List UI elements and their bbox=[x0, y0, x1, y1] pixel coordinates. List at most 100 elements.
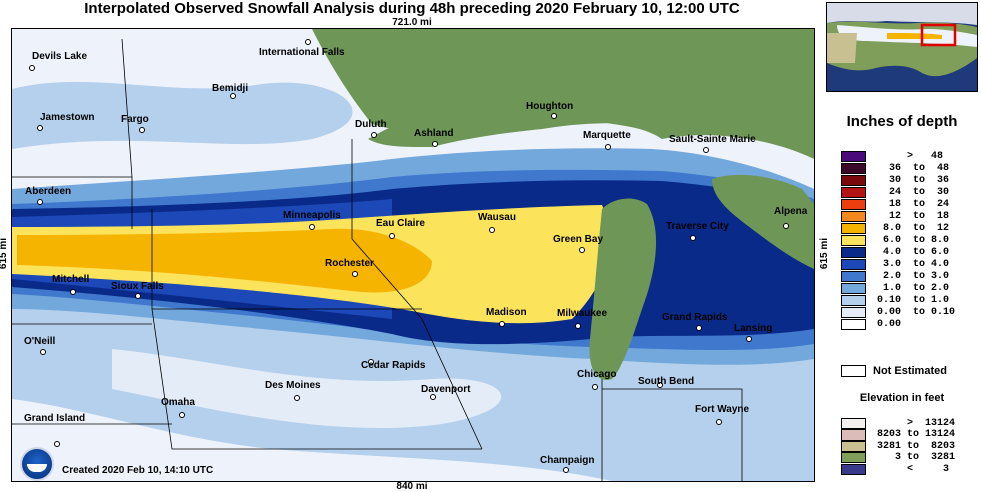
legend-swatch bbox=[841, 283, 866, 295]
elevation-label: 3 to 3281 bbox=[871, 452, 956, 464]
city-dot bbox=[690, 235, 696, 241]
elevation-swatch bbox=[841, 418, 866, 430]
city-label-traverse-city: Traverse City bbox=[666, 221, 729, 232]
legend-label: 0.00 bbox=[871, 319, 902, 330]
legend-label: 6.0 to 8.0 bbox=[871, 235, 950, 246]
right-distance-label: 615 mi bbox=[819, 237, 831, 270]
legend-label: 0.10 to 1.0 bbox=[871, 295, 950, 306]
city-label-minneapolis: Minneapolis bbox=[283, 210, 341, 221]
city-label-davenport: Davenport bbox=[421, 384, 471, 395]
legend-label: 8.0 to 12 bbox=[871, 223, 950, 234]
legend-label: 18 to 24 bbox=[871, 199, 950, 210]
not-estimated-swatch bbox=[841, 365, 866, 377]
city-label-aberdeen: Aberdeen bbox=[25, 186, 72, 197]
city-label-eau-claire: Eau Claire bbox=[376, 218, 425, 229]
city-dot bbox=[37, 199, 43, 205]
city-label-oneill: O'Neill bbox=[24, 336, 56, 347]
city-dot bbox=[432, 141, 438, 147]
city-dot bbox=[368, 359, 374, 365]
city-label-madison: Madison bbox=[486, 307, 527, 318]
city-dot bbox=[179, 412, 185, 418]
city-dot bbox=[551, 113, 557, 119]
legend-swatch bbox=[841, 175, 866, 187]
city-dot bbox=[139, 127, 145, 133]
city-dot bbox=[783, 223, 789, 229]
city-dot bbox=[70, 289, 76, 295]
legend-label: 2.0 to 3.0 bbox=[871, 271, 950, 282]
city-dot bbox=[605, 144, 611, 150]
city-dot bbox=[657, 382, 663, 388]
city-dot bbox=[40, 349, 46, 355]
legend-label: 3.0 to 4.0 bbox=[871, 259, 950, 270]
legend-label: 0.00 to 0.10 bbox=[871, 307, 956, 318]
city-dot bbox=[716, 419, 722, 425]
legend-label: 12 to 18 bbox=[871, 211, 950, 222]
snowfall-map[interactable]: Devils Lake International Falls Bemidji … bbox=[11, 28, 815, 482]
legend-swatch bbox=[841, 211, 866, 223]
legend-label: 24 to 30 bbox=[871, 187, 950, 198]
city-label-sioux-falls: Sioux Falls bbox=[111, 281, 164, 292]
city-label-grand-rapids: Grand Rapids bbox=[662, 312, 728, 323]
city-label-jamestown: Jamestown bbox=[40, 112, 95, 123]
city-dot bbox=[305, 39, 311, 45]
elevation-label: 3281 to 8203 bbox=[871, 440, 956, 452]
city-dot bbox=[294, 395, 300, 401]
city-dot bbox=[371, 132, 377, 138]
legend-label: > 48 bbox=[871, 151, 944, 162]
city-dot bbox=[352, 271, 358, 277]
elevation-label: 8203 to 13124 bbox=[871, 429, 956, 441]
city-label-fort-wayne: Fort Wayne bbox=[695, 404, 750, 415]
inset-locator-map[interactable] bbox=[826, 2, 978, 92]
legend-swatch bbox=[841, 163, 866, 175]
city-dot bbox=[135, 293, 141, 299]
city-label-sault-sainte-marie: Sault-Sainte Marie bbox=[669, 134, 756, 145]
city-dot bbox=[489, 227, 495, 233]
city-dot bbox=[703, 147, 709, 153]
city-label-rochester: Rochester bbox=[325, 258, 374, 269]
city-dot bbox=[696, 325, 702, 331]
noaa-logo bbox=[20, 447, 54, 481]
elevation-label: < 3 bbox=[871, 463, 950, 475]
city-dot bbox=[54, 441, 60, 447]
city-label-fargo: Fargo bbox=[121, 114, 149, 125]
city-label-south-bend: South Bend bbox=[638, 376, 695, 387]
city-label-duluth: Duluth bbox=[355, 119, 387, 130]
city-label-des-moines: Des Moines bbox=[265, 380, 321, 391]
city-dot bbox=[592, 384, 598, 390]
legend-swatch bbox=[841, 247, 866, 259]
city-dot bbox=[746, 336, 752, 342]
city-label-champaign: Champaign bbox=[540, 455, 595, 466]
city-dot bbox=[309, 224, 315, 230]
map-title: Interpolated Observed Snowfall Analysis … bbox=[84, 0, 740, 17]
city-label-alpena: Alpena bbox=[774, 206, 808, 217]
elevation-swatch bbox=[841, 429, 866, 441]
legend-swatch bbox=[841, 295, 866, 307]
city-label-devils-lake: Devils Lake bbox=[32, 51, 88, 62]
snowfall-map-graphic bbox=[12, 29, 814, 481]
legend-label: 30 to 36 bbox=[871, 175, 950, 186]
legend-swatch bbox=[841, 259, 866, 271]
city-label-bemidji: Bemidji bbox=[212, 83, 249, 94]
city-dot bbox=[37, 125, 43, 131]
elevation-swatch bbox=[841, 440, 866, 452]
legend-label: 36 to 48 bbox=[871, 163, 950, 174]
city-dot bbox=[579, 247, 585, 253]
legend-title: Inches of depth bbox=[846, 113, 958, 130]
city-label-omaha: Omaha bbox=[161, 397, 195, 408]
city-dot bbox=[29, 65, 35, 71]
city-label-ashland: Ashland bbox=[414, 128, 454, 139]
left-distance-label: 615 mi bbox=[0, 237, 10, 270]
bottom-distance-label: 840 mi bbox=[396, 481, 428, 492]
not-estimated-label: Not Estimated bbox=[873, 365, 947, 377]
top-distance-label: 721.0 mi bbox=[392, 17, 432, 28]
legend-swatch bbox=[841, 187, 866, 199]
city-label-lansing: Lansing bbox=[734, 323, 773, 334]
city-dot bbox=[230, 93, 236, 99]
legend-swatch bbox=[841, 307, 866, 319]
created-timestamp: Created 2020 Feb 10, 14:10 UTC bbox=[62, 465, 214, 476]
elevation-swatch bbox=[841, 463, 866, 475]
legend-label: 4.0 to 6.0 bbox=[871, 247, 950, 258]
city-dot bbox=[389, 233, 395, 239]
legend-swatch bbox=[841, 319, 866, 331]
city-label-wausau: Wausau bbox=[478, 212, 516, 223]
